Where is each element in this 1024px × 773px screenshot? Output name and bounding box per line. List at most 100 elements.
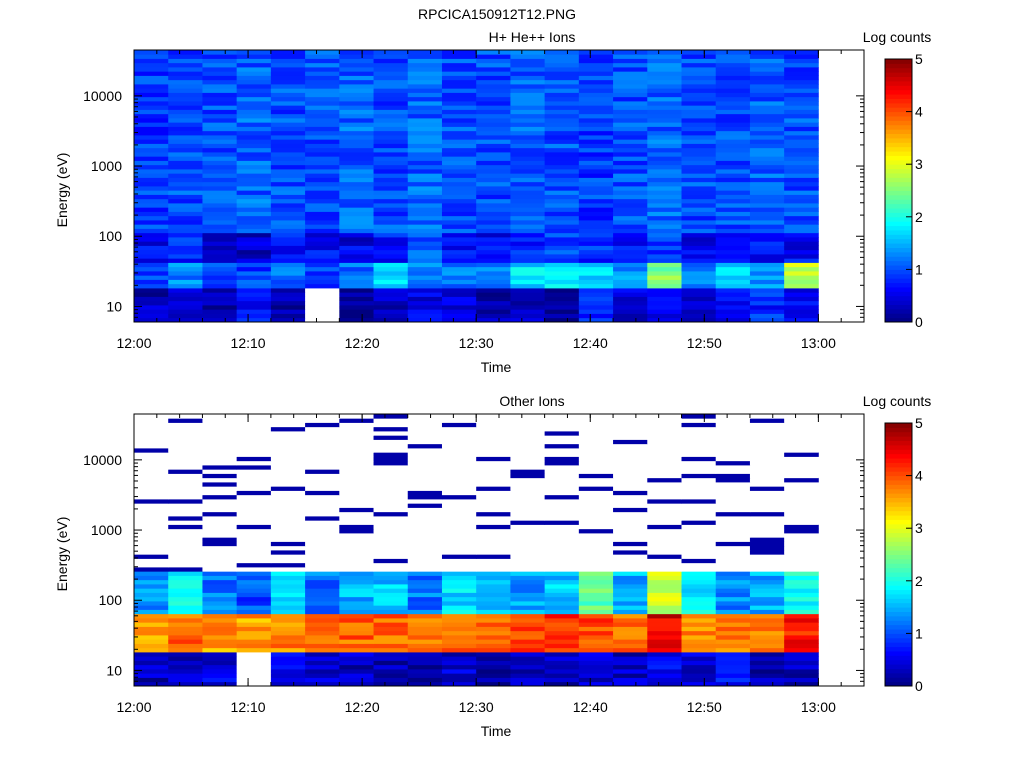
heat-cell [339,88,374,93]
heat-cell [270,177,306,183]
heat-cell [510,456,546,462]
heat-cell [544,465,580,470]
colorbar-segment [885,536,912,542]
heat-cell [134,232,169,238]
heat-cell [134,249,169,255]
heat-cell [305,567,340,572]
heat-cell [476,460,511,466]
heat-cell [613,62,648,68]
heat-cell [407,656,443,661]
heat-cell [202,541,238,547]
heat-cell [373,152,409,157]
heat-cell [510,54,546,59]
heat-cell [647,533,682,538]
heat-cell [647,613,682,619]
heat-cell [647,113,682,119]
heat-cell [168,618,203,623]
heat-cell [749,105,785,110]
heat-cell [339,75,374,81]
heat-cell [749,160,785,166]
heat-cell [544,156,580,161]
heat-cell [476,681,511,687]
heat-cell [305,439,340,445]
heat-cell [236,292,272,297]
heat-cell [681,262,717,268]
heat-cell [578,181,614,187]
heat-cell [784,422,819,428]
heat-cell [441,541,477,547]
heat-cell [647,601,682,606]
heat-cell [373,118,409,123]
heat-cell [715,681,751,687]
heat-cell [236,96,272,102]
heat-cell [681,71,717,76]
heat-cell [441,258,477,263]
heat-cell [407,452,443,457]
heat-cell [749,130,785,136]
heat-cell [373,669,409,674]
heat-cell [647,96,682,102]
heat-cell [270,292,306,297]
heat-cell [476,169,511,174]
heat-cell [749,177,785,183]
heat-cell [510,211,546,217]
heat-cell [749,609,785,615]
heat-cell [202,664,238,670]
heat-cell [476,575,511,581]
x-tick-label: 12:10 [231,335,266,351]
colorbar-segment [885,181,912,187]
heat-cell [407,660,443,666]
heat-cell [613,54,648,59]
heat-cell [476,473,511,479]
colorbar-segment [885,300,912,305]
heat-cell [407,101,443,106]
heat-cell [305,173,340,178]
heat-cell [168,164,203,170]
heat-cell [270,122,306,127]
heat-cell [681,198,717,204]
heat-cell [305,639,340,644]
heat-cell [510,283,546,289]
colorbar-segment [885,523,912,529]
heat-cell [613,550,648,555]
heat-cell [544,562,580,568]
heat-cell [407,456,443,462]
heat-cell [613,673,648,678]
heat-cell [784,507,819,513]
heat-cell [681,503,717,508]
heat-cell [270,626,306,632]
heat-cell [339,164,374,170]
heat-cell [168,105,203,110]
heat-cell [510,122,546,127]
heat-cell [270,271,306,276]
heat-cell [236,550,272,555]
heat-cell [647,288,682,293]
heat-cell [476,643,511,649]
heat-cell [476,241,511,246]
heat-cell [305,477,340,483]
heat-cell [476,520,511,525]
heat-cell [784,490,819,496]
heat-cell [578,418,614,423]
heat-cell [373,622,409,627]
heat-cell [749,173,785,178]
colorbar-segment [885,59,912,64]
heat-cell [373,435,409,440]
heat-cell [168,177,203,183]
heat-cell [305,156,340,161]
heat-cell [647,249,682,255]
heat-cell [749,54,785,59]
heat-cell [441,105,477,110]
heat-cell [305,190,340,195]
heat-cell [339,643,374,649]
heat-cell [613,254,648,259]
heat-cell [476,143,511,149]
heat-cell [715,279,751,285]
heat-cell [305,292,340,297]
heat-cell [134,262,169,268]
heat-cell [441,237,477,242]
heat-cell [270,562,306,568]
heat-cell [681,473,717,479]
heat-cell [476,109,511,115]
heat-cell [339,283,374,289]
